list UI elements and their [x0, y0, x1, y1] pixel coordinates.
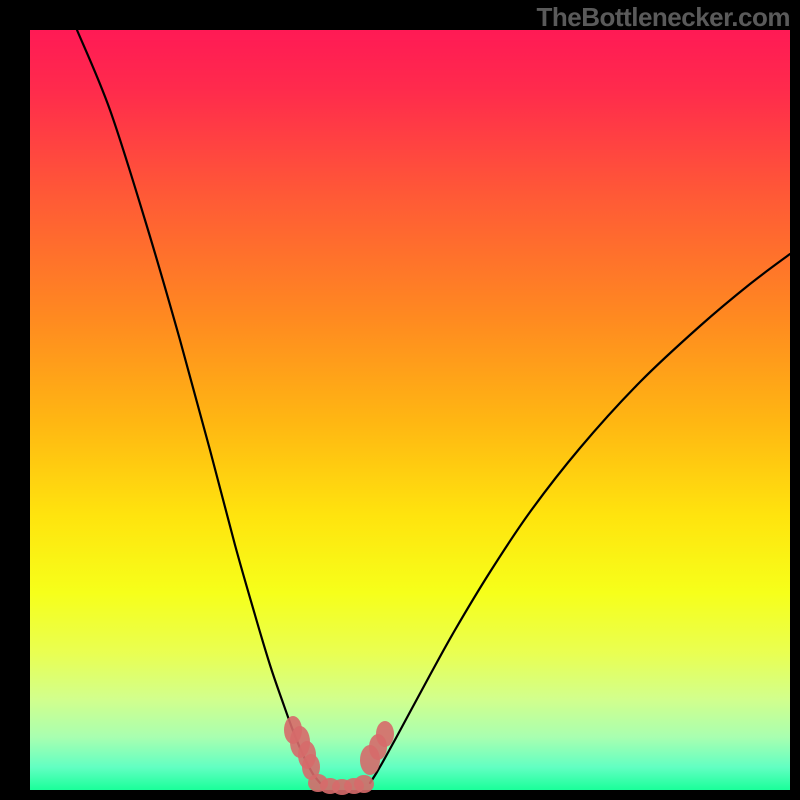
watermark-text: TheBottlenecker.com: [537, 2, 790, 33]
chart-container: TheBottlenecker.com: [0, 0, 800, 800]
plot-area: [30, 30, 790, 790]
